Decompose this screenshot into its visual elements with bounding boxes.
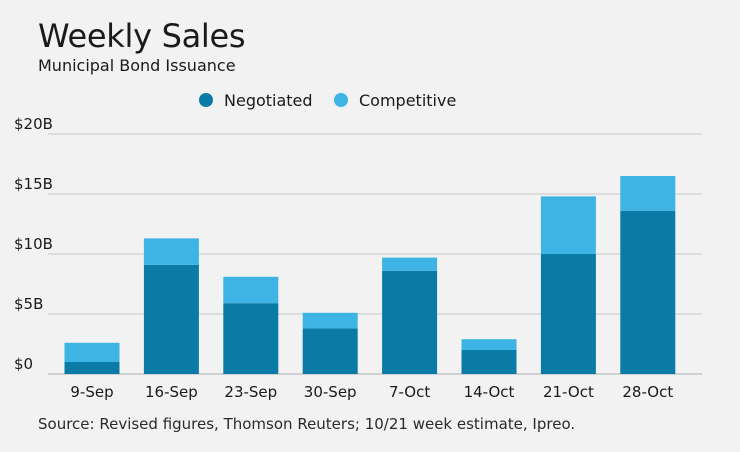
x-tick-label: 16-Sep — [145, 383, 198, 401]
x-tick-label: 23-Sep — [224, 383, 277, 401]
x-tick-label: 7-Oct — [389, 383, 430, 401]
x-tick-label: 28-Oct — [622, 383, 673, 401]
bar-negotiated — [302, 328, 358, 374]
chart-subtitle: Municipal Bond Issuance — [38, 56, 236, 75]
bar-competitive — [461, 339, 517, 350]
y-tick-label: $10B — [14, 235, 53, 253]
y-tick-label: $20B — [14, 115, 53, 133]
bar-negotiated — [143, 264, 199, 374]
bar-negotiated — [64, 362, 120, 374]
x-tick-label: 30-Sep — [304, 383, 357, 401]
y-tick-label: $15B — [14, 175, 53, 193]
legend-swatch-competitive — [334, 93, 348, 107]
bar-competitive — [302, 312, 358, 329]
source-note: Source: Revised figures, Thomson Reuters… — [38, 415, 576, 433]
chart-title: Weekly Sales — [38, 17, 246, 55]
bar-competitive — [382, 257, 438, 271]
bar-competitive — [620, 176, 676, 211]
bar-negotiated — [461, 350, 517, 374]
x-tick-label: 14-Oct — [464, 383, 515, 401]
legend-label-competitive: Competitive — [359, 91, 456, 110]
bar-competitive — [223, 276, 279, 304]
y-tick-label: $5B — [14, 295, 43, 313]
legend-swatch-negotiated — [199, 93, 213, 107]
bar-competitive — [540, 196, 596, 254]
bar-negotiated — [540, 254, 596, 374]
bar-competitive — [143, 238, 199, 265]
x-tick-label: 9-Sep — [70, 383, 113, 401]
y-tick-label: $0 — [14, 355, 33, 373]
x-tick-label: 21-Oct — [543, 383, 594, 401]
bar-competitive — [64, 342, 120, 362]
legend-label-negotiated: Negotiated — [224, 91, 313, 110]
bar-negotiated — [382, 270, 438, 374]
bar-negotiated — [223, 303, 279, 374]
bar-negotiated — [620, 210, 676, 374]
